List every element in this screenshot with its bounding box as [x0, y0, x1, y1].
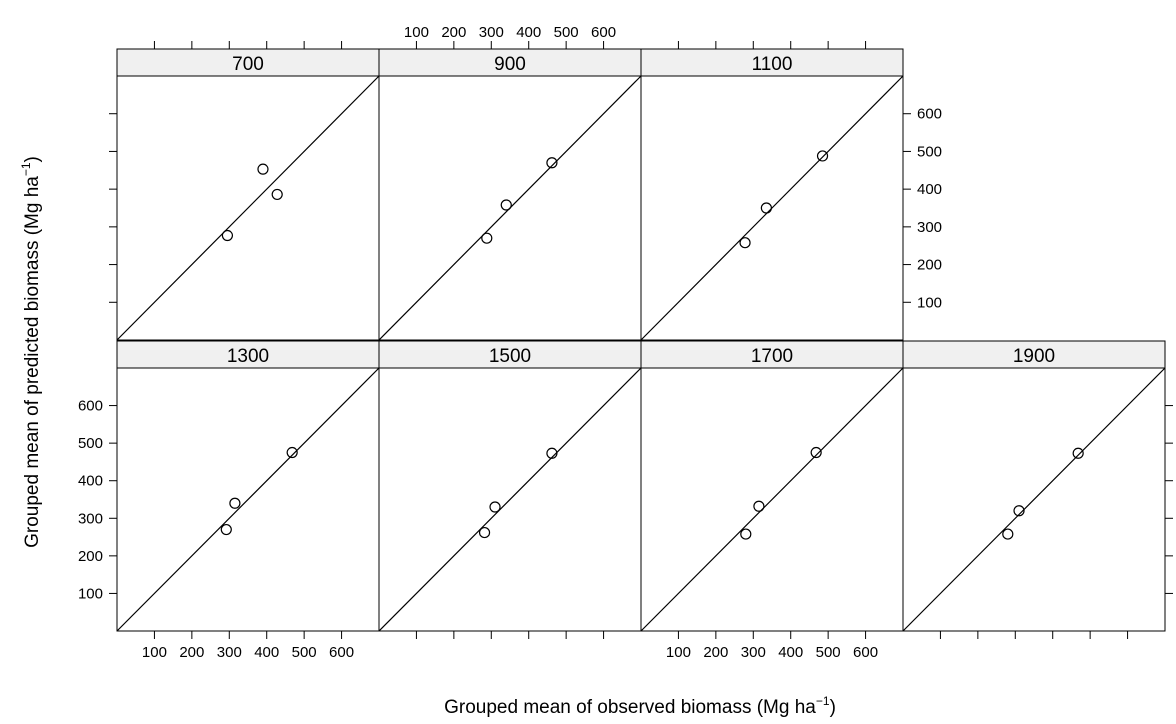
x-tick-label: 400	[516, 24, 541, 41]
data-point	[740, 528, 752, 540]
x-tick-label: 200	[703, 644, 728, 661]
data-point	[546, 157, 558, 169]
y-tick-label: 500	[917, 143, 942, 160]
y-axis-title: Grouped mean of predicted biomass (Mg ha…	[19, 156, 43, 548]
panel-1500: 1500	[378, 340, 642, 632]
x-tick-label: 600	[329, 644, 354, 661]
data-point	[546, 447, 558, 459]
x-tick-label: 500	[292, 644, 317, 661]
y-tick-label: 400	[917, 181, 942, 198]
x-tick-label: 300	[741, 644, 766, 661]
x-axis-title-main: Grouped mean of observed biomass (Mg ha	[444, 697, 816, 718]
panel-1700: 1700	[640, 340, 904, 632]
x-tick-label: 500	[816, 644, 841, 661]
data-point	[1013, 505, 1025, 517]
x-tick-label: 600	[591, 24, 616, 41]
panel-700: 700	[116, 48, 380, 341]
x-tick-label: 100	[142, 644, 167, 661]
strip-700	[116, 48, 380, 77]
x-tick-label: 200	[179, 644, 204, 661]
y-axis-title-main: Grouped mean of predicted biomass (Mg ha	[22, 176, 43, 548]
panel-1900: 1900	[902, 340, 1166, 632]
data-point	[257, 163, 269, 175]
panel-1300: 1300	[116, 340, 380, 632]
strip-label: 700	[232, 54, 264, 75]
data-point	[478, 526, 491, 539]
strip-label: 1300	[227, 346, 269, 367]
panels-layer: 700 900 1100 1300 1500 1700 1900	[116, 48, 1166, 632]
x-tick-label: 100	[404, 24, 429, 41]
data-point	[481, 232, 493, 244]
one-to-one-line	[378, 367, 642, 632]
strip-label: 1100	[752, 54, 793, 75]
data-point	[753, 500, 765, 512]
x-tick-label: 100	[666, 644, 691, 661]
panel-900: 900	[378, 48, 642, 341]
strip-label: 1700	[751, 346, 793, 367]
one-to-one-line	[116, 75, 380, 341]
data-point	[1072, 447, 1084, 459]
data-point	[739, 237, 751, 249]
strip-label: 900	[494, 54, 526, 75]
data-point	[760, 202, 772, 214]
data-point	[810, 446, 822, 459]
x-axis-title-tail: )	[830, 697, 836, 718]
x-tick-label: 400	[254, 644, 279, 661]
data-point	[286, 446, 298, 459]
x-axis-title-sup: −1	[816, 694, 830, 708]
one-to-one-line	[116, 367, 380, 632]
y-tick-label: 400	[78, 473, 103, 490]
y-tick-label: 300	[917, 219, 942, 236]
one-to-one-line	[902, 367, 1166, 632]
strip-1700	[640, 340, 904, 369]
y-tick-label: 600	[917, 106, 942, 123]
y-tick-label: 600	[78, 398, 103, 415]
data-point	[221, 229, 234, 242]
data-point	[816, 150, 829, 162]
y-tick-label: 200	[917, 257, 942, 274]
y-axis-title-tail: )	[22, 156, 43, 162]
data-point	[500, 199, 512, 211]
data-point	[489, 501, 501, 513]
data-point	[229, 497, 241, 509]
strip-1500	[378, 340, 642, 369]
strip-label: 1900	[1013, 346, 1055, 367]
panel-1100: 1100	[640, 48, 904, 341]
x-tick-label: 200	[441, 24, 466, 41]
strip-1100	[640, 48, 904, 77]
y-tick-label: 300	[78, 510, 103, 527]
axes-layer: 100 200 300 400 500 600 100 200 300 400 500 600 100 2…	[78, 24, 1173, 661]
x-tick-label: 300	[479, 24, 504, 41]
y-tick-label: 200	[78, 548, 103, 565]
y-tick-label: 100	[78, 585, 103, 602]
data-point	[271, 188, 283, 201]
one-to-one-line	[640, 367, 904, 632]
x-tick-label: 600	[853, 644, 878, 661]
x-tick-label: 500	[554, 24, 579, 41]
strip-1900	[902, 340, 1166, 369]
panel-frame	[640, 75, 904, 341]
strip-900	[378, 48, 642, 77]
x-axis-title: Grouped mean of observed biomass (Mg ha−…	[444, 694, 836, 718]
x-tick-label: 400	[778, 644, 803, 661]
data-point	[220, 523, 232, 536]
y-tick-label: 100	[917, 294, 942, 311]
data-point	[1002, 528, 1014, 540]
strip-label: 1500	[489, 346, 531, 367]
y-tick-label: 500	[78, 435, 103, 452]
y-axis-title-sup: −1	[19, 162, 33, 176]
x-tick-label: 300	[217, 644, 242, 661]
one-to-one-line	[640, 75, 904, 341]
